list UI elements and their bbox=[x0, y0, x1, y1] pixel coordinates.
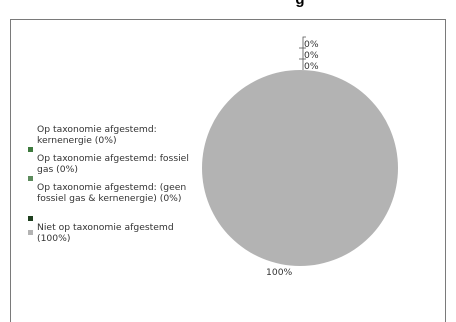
legend-swatch bbox=[28, 176, 33, 181]
legend: Op taxonomie afgestemd: kernenergie (0%)… bbox=[28, 124, 200, 245]
legend-item-fossiel-gas: Op taxonomie afgestemd: fossiel gas (0%) bbox=[28, 153, 200, 181]
legend-label: Niet op taxonomie afgestemd (100%) bbox=[37, 222, 174, 244]
legend-swatch bbox=[28, 216, 33, 221]
legend-swatch bbox=[28, 230, 33, 235]
chart-title: g bbox=[220, 0, 380, 8]
legend-item-niet-afgestemd: Niet op taxonomie afgestemd (100%) bbox=[28, 222, 200, 244]
legend-item-geen-fossiel: Op taxonomie afgestemd: (geen fossiel ga… bbox=[28, 182, 200, 221]
data-label: 100% bbox=[266, 267, 293, 278]
data-label: 0% bbox=[304, 50, 319, 61]
data-label: 0% bbox=[304, 61, 319, 72]
legend-swatch bbox=[28, 147, 33, 152]
legend-label: Op taxonomie afgestemd: (geen fossiel ga… bbox=[37, 182, 187, 204]
data-label: 0% bbox=[304, 39, 319, 50]
pie-slice-3 bbox=[202, 70, 398, 266]
legend-label: Op taxonomie afgestemd: fossiel gas (0%) bbox=[37, 153, 189, 175]
legend-item-kernenergie: Op taxonomie afgestemd: kernenergie (0%) bbox=[28, 124, 200, 152]
pie-slices bbox=[202, 70, 398, 266]
legend-label: Op taxonomie afgestemd: kernenergie (0%) bbox=[37, 124, 157, 146]
